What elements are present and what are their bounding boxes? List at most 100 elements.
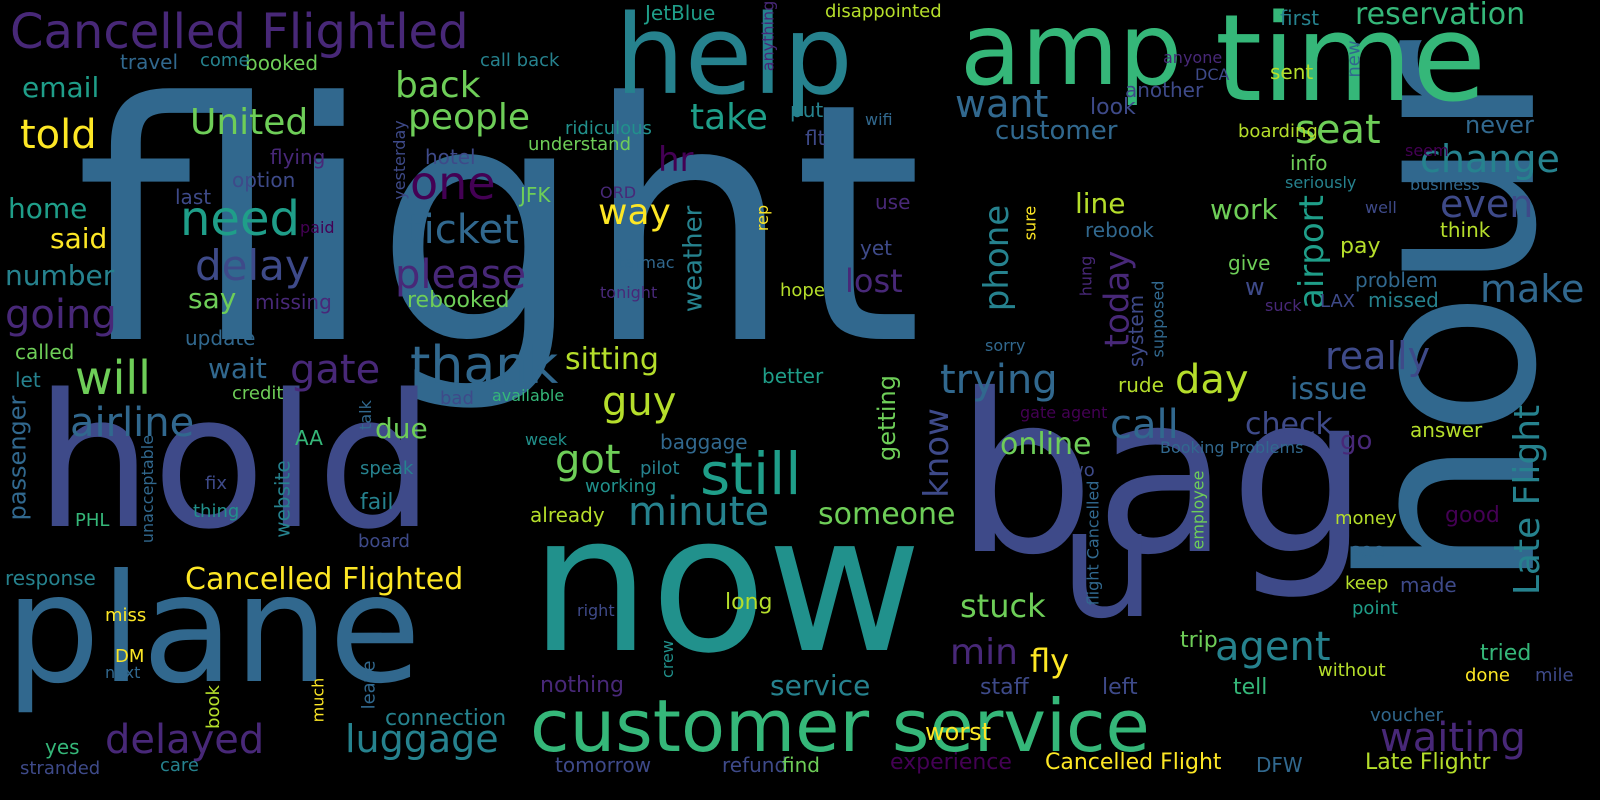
word-lax: LAX [1320, 291, 1356, 312]
word-airline: airline [70, 400, 195, 446]
word-wait: wait [208, 352, 267, 385]
word-getting: getting [872, 375, 901, 461]
word-website: website [270, 459, 295, 538]
word-gate-agent: gate agent [1020, 403, 1108, 422]
word-check: check [1245, 407, 1333, 442]
word-luggage: luggage [345, 717, 499, 761]
word-unacceptable: unacceptable [138, 434, 158, 544]
word-line: line [1075, 187, 1126, 220]
word-jfk: JFK [520, 183, 551, 207]
word-dca: DCA [1195, 65, 1230, 84]
word-passenger: passenger [2, 395, 31, 520]
word-waiting: waiting [1380, 715, 1526, 761]
word-put: put [790, 98, 824, 122]
word-late-flight: Late Flight [1507, 404, 1549, 596]
word-will: will [75, 351, 151, 405]
word-new: new [1343, 39, 1365, 78]
word-experience: experience [890, 750, 1012, 775]
word-dfw: DFW [1256, 753, 1303, 777]
word-understand: understand [528, 134, 632, 155]
word-someone: someone [818, 497, 956, 532]
word-issue: issue [1290, 372, 1368, 407]
word-rebooked: rebooked [407, 288, 510, 313]
word-sent: sent [1270, 60, 1314, 84]
word-connection: connection [385, 706, 507, 731]
word-home: home [8, 192, 88, 225]
word-good: good [1445, 503, 1500, 528]
word-tarmac: tarmac [618, 253, 675, 272]
word-available: available [492, 386, 565, 405]
word-fly: fly [1030, 642, 1070, 680]
word-long: long [725, 590, 773, 615]
word-baggage: baggage [660, 430, 748, 454]
word-info: info [1290, 151, 1328, 175]
word-system: system [1124, 294, 1149, 368]
word-tomorrow: tomorrow [555, 753, 652, 777]
word-email: email [22, 71, 100, 104]
word-bag: bag [955, 347, 1370, 603]
word-employee: employee [1187, 470, 1207, 549]
word-ord: ORD [600, 183, 637, 202]
word-right: right [577, 601, 615, 620]
word-let: let [15, 368, 41, 392]
word-way: way [598, 192, 671, 233]
word-help: help [615, 0, 853, 119]
word-ticket: ticket [408, 207, 519, 253]
word-stranded: stranded [20, 758, 101, 779]
word-fail: fail [360, 490, 394, 515]
word-online: online [1000, 427, 1092, 462]
word-told: told [20, 112, 97, 158]
word-stuck: stuck [960, 587, 1046, 625]
word-speak: speak [360, 458, 414, 479]
word-pay: pay [1340, 234, 1381, 259]
word-say: say [188, 282, 237, 315]
word-first: first [1280, 6, 1320, 30]
word-delay: delay [195, 241, 310, 290]
word-due: due [375, 412, 428, 445]
word-one: one [410, 156, 496, 210]
word-day: day [1175, 357, 1249, 403]
word-come: come [200, 50, 250, 71]
word-talk: talk [355, 400, 375, 430]
word-yet: yet [860, 236, 892, 260]
word-thank: thank [410, 336, 559, 396]
word-response: response [5, 566, 96, 590]
word-well: well [1365, 198, 1397, 217]
word-supposed: supposed [1147, 280, 1167, 357]
word-reservation: reservation [1355, 0, 1526, 32]
word-call-back: call back [480, 50, 560, 71]
word-problem: problem [1355, 268, 1438, 292]
word-refund: refund [722, 753, 788, 777]
word-weather: weather [677, 205, 708, 312]
word-sure: sure [1019, 205, 1039, 240]
word-phl: PHL [75, 510, 110, 531]
word-money: money [1335, 508, 1397, 529]
word-working: working [585, 476, 657, 497]
word-call: call [1110, 402, 1179, 448]
word-really: really [1325, 334, 1431, 378]
word-hung: hung [1075, 255, 1095, 296]
word-better: better [762, 364, 824, 388]
word-now: now [530, 474, 923, 695]
word-want: want [955, 82, 1049, 126]
word-travel: travel [120, 50, 179, 74]
word-boarding: boarding [1238, 121, 1318, 142]
word-seem: seem [1405, 141, 1449, 160]
word-keep: keep [1345, 573, 1389, 594]
word-left: left [1102, 675, 1138, 700]
word-update: update [185, 326, 256, 350]
word-missing: missing [255, 290, 332, 314]
word-book: book [202, 685, 224, 729]
word-need: need [180, 191, 300, 247]
word-tried: tried [1480, 641, 1532, 666]
word-number: number [5, 259, 115, 292]
word-amp: amp [960, 0, 1183, 108]
word-flying: flying [270, 145, 326, 169]
word-take: take [690, 97, 768, 138]
word-board: board [358, 531, 410, 552]
word-give: give [1228, 251, 1271, 275]
word-use: use [875, 190, 911, 214]
word-never: never [1465, 111, 1534, 139]
word-minute: minute [628, 489, 770, 535]
word-people: people [408, 97, 531, 138]
